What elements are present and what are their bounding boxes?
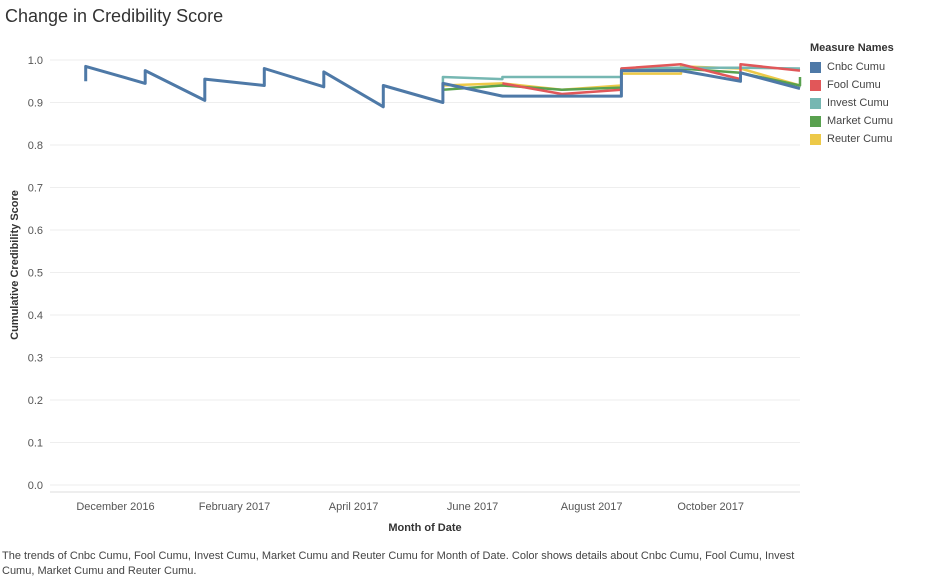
legend-title: Measure Names: [810, 42, 894, 54]
y-tick-label: 0.0: [28, 480, 43, 492]
legend-label: Invest Cumu: [827, 97, 889, 109]
x-tick-label: October 2017: [677, 501, 744, 513]
y-tick-label: 1.0: [28, 55, 43, 67]
series-lines: [84, 63, 802, 109]
y-tick-label: 0.9: [28, 98, 43, 110]
y-tick-label: 0.2: [28, 395, 43, 407]
legend-swatch: [810, 61, 821, 73]
legend-label: Reuter Cumu: [827, 133, 893, 145]
y-tick-label: 0.3: [28, 353, 43, 365]
y-tick-label: 0.1: [28, 438, 43, 450]
y-tick-label: 0.6: [28, 225, 43, 237]
legend-label: Fool Cumu: [827, 79, 881, 91]
legend-item: Invest Cumu: [810, 94, 894, 112]
legend-label: Market Cumu: [827, 115, 894, 127]
legend: Measure Names Cnbc Cumu Fool Cumu Invest C…: [810, 42, 894, 148]
x-tick-label: June 2017: [447, 501, 498, 513]
x-axis-title: Month of Date: [388, 522, 461, 534]
y-tick-label: 0.4: [28, 310, 43, 322]
y-tick-label: 0.8: [28, 140, 43, 152]
chart-title: Change in Credibility Score: [5, 6, 224, 26]
x-tick-label: August 2017: [561, 501, 623, 513]
gridlines: [50, 59, 800, 493]
x-tick-label: December 2016: [76, 501, 154, 513]
legend-item: Reuter Cumu: [810, 130, 894, 148]
y-tick-label: 0.5: [28, 268, 43, 280]
x-tick-labels: December 2016 February 2017 April 2017 June…: [76, 501, 744, 513]
series-line-invest-cumu: [441, 66, 801, 86]
x-tick-label: February 2017: [199, 501, 271, 513]
series-line-cnbc-cumu: [84, 64, 801, 109]
legend-item: Market Cumu: [810, 112, 894, 130]
x-tick-label: April 2017: [329, 501, 379, 513]
legend-item: Fool Cumu: [810, 76, 894, 94]
y-axis-title: Cumulative Credibility Score: [9, 190, 21, 340]
legend-items: Cnbc Cumu Fool Cumu Invest Cumu Market Cumu…: [810, 58, 894, 148]
legend-swatch: [810, 133, 821, 145]
y-tick-labels: 0.0 0.1 0.2 0.3 0.4 0.5 0.6 0.7 0.8 0.9 1.0: [28, 55, 43, 492]
legend-swatch: [810, 79, 821, 91]
legend-label: Cnbc Cumu: [827, 61, 886, 73]
legend-swatch: [810, 115, 821, 127]
chart-caption: The trends of Cnbc Cumu, Fool Cumu, Inve…: [2, 550, 795, 577]
series-line-fool-cumu: [502, 63, 801, 96]
legend-item: Cnbc Cumu: [810, 58, 894, 76]
y-tick-label: 0.7: [28, 183, 43, 195]
legend-swatch: [810, 97, 821, 109]
